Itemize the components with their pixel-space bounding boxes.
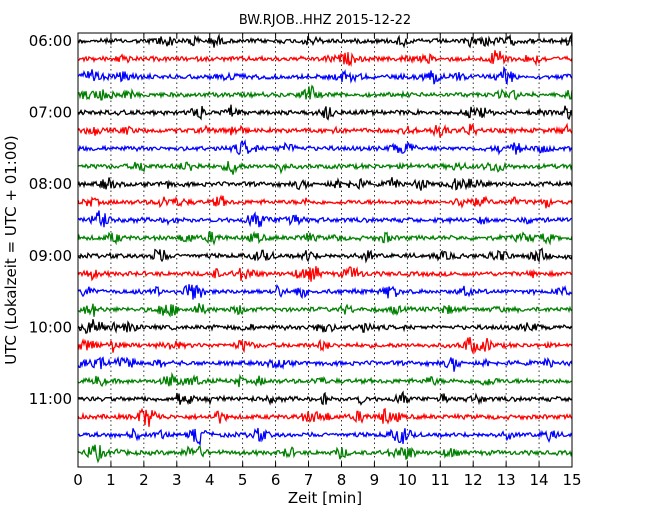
y-tick-label: 11:00 [29,390,72,408]
trace-line-0745 [77,161,573,175]
x-tick-label: 7 [304,471,314,489]
y-axis-ticks: 06:00 07:00 08:00 09:00 10:00 11:00 [29,32,572,408]
plot-frame [77,32,573,468]
trace-line-0715 [77,122,573,138]
trace-line-1100 [77,390,573,406]
x-tick-label: 3 [172,471,182,489]
trace-line-0630 [77,65,573,86]
x-tick-label: 1 [106,471,116,489]
x-tick-label: 9 [370,471,380,489]
trace-line-1145 [77,444,573,464]
trace-line-1130 [77,427,573,447]
y-tick-label: 09:00 [29,247,72,265]
x-tick-label: 4 [205,471,215,489]
trace-line-0945 [77,302,573,318]
trace-line-1045 [77,371,573,388]
trace-line-0900 [77,247,573,264]
trace-line-1000 [77,319,573,334]
trace-line-0615 [77,50,573,67]
x-tick-label: 11 [431,471,450,489]
y-axis-label: UTC (Lokalzeit = UTC + 01:00) [2,135,20,365]
x-tick-label: 6 [271,471,281,489]
y-tick-label: 10:00 [29,318,72,336]
trace-line-1015 [77,337,573,355]
trace-line-0915 [77,266,573,282]
trace-line-0845 [77,230,573,246]
x-tick-label: 15 [562,471,581,489]
trace-line-0730 [77,139,573,156]
x-tick-label: 13 [497,471,516,489]
y-tick-label: 06:00 [29,32,72,50]
chart-title: BW.RJOB..HHZ 2015-12-22 [239,13,411,28]
x-tick-label: 2 [139,471,149,489]
trace-line-1030 [77,355,573,372]
x-tick-label: 10 [398,471,417,489]
x-tick-label: 8 [337,471,347,489]
trace-line-0645 [77,84,573,101]
trace-line-1115 [77,407,573,427]
y-tick-label: 08:00 [29,175,72,193]
x-tick-label: 0 [73,471,83,489]
x-axis-ticks: 0 1 2 3 4 5 6 7 8 9 10 11 12 13 14 15 [73,33,582,489]
trace-line-0800 [77,177,573,191]
trace-line-0815 [77,194,573,209]
x-tick-label: 5 [238,471,248,489]
trace-line-0600 [77,33,573,49]
trace-group [77,33,573,464]
trace-line-0700 [77,104,573,121]
trace-line-0830 [77,210,573,228]
y-tick-label: 07:00 [29,104,72,122]
trace-line-0930 [77,284,573,300]
x-tick-label: 14 [530,471,549,489]
x-axis-label: Zeit [min] [288,489,362,507]
grid-lines [110,33,540,467]
x-tick-label: 12 [464,471,483,489]
